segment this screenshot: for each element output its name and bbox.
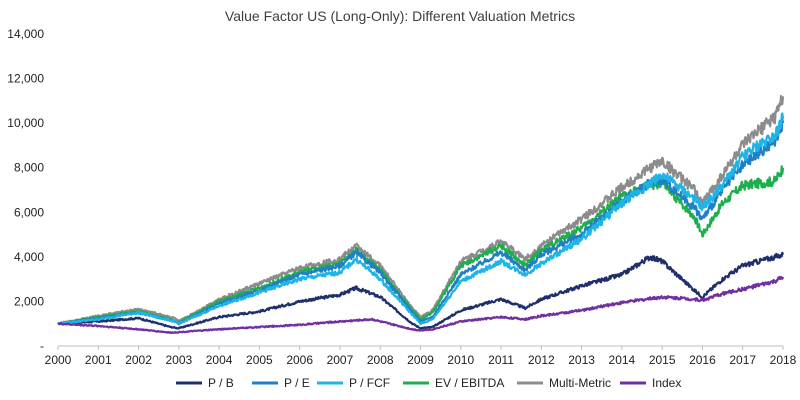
x-tick-label: 2009	[407, 353, 434, 367]
chart-title: Value Factor US (Long-Only): Different V…	[225, 8, 575, 24]
x-tick-label: 2016	[689, 353, 716, 367]
legend-label: P / FCF	[349, 376, 390, 390]
x-tick-label: 2011	[488, 353, 514, 367]
plot-area	[57, 95, 785, 334]
y-tick-label: -	[40, 339, 44, 353]
series-line-p-e	[57, 117, 785, 326]
legend-label: Multi-Metric	[549, 376, 611, 390]
y-tick-label: 4,000	[14, 250, 44, 264]
legend-label: Index	[652, 376, 681, 390]
x-tick-label: 2006	[286, 353, 313, 367]
legend-label: EV / EBITDA	[435, 376, 504, 390]
series-line-index	[57, 275, 785, 334]
x-tick-label: 2002	[125, 353, 152, 367]
x-tick-label: 2017	[729, 353, 756, 367]
x-tick-label: 2008	[367, 353, 394, 367]
y-axis: - 2,000 4,000 6,000 8,000 10,000 12,000 14,000	[7, 27, 44, 353]
y-tick-label: 6,000	[14, 205, 44, 219]
x-tick-label: 2012	[528, 353, 555, 367]
y-tick-label: 8,000	[14, 161, 44, 175]
x-axis: 2000 2001 2002 2003 2004 2005 2006 2007 2008 2009…	[45, 346, 797, 367]
x-tick-label: 2014	[609, 353, 636, 367]
x-tick-label: 2001	[85, 353, 112, 367]
y-tick-label: 10,000	[7, 116, 44, 130]
x-tick-label: 2015	[649, 353, 676, 367]
x-tick-label: 2005	[246, 353, 273, 367]
x-tick-label: 2000	[45, 353, 72, 367]
series-line-p-b	[57, 251, 785, 330]
legend-label: P / B	[208, 376, 234, 390]
y-tick-label: 12,000	[7, 72, 44, 86]
x-tick-label: 2003	[165, 353, 192, 367]
legend-label: P / E	[284, 376, 310, 390]
y-tick-label: 2,000	[14, 294, 44, 308]
legend: P / B P / E P / FCF EV / EBITDA Multi-Metric…	[176, 376, 681, 390]
series-line-multi-metric	[57, 95, 785, 325]
series-line-p-fcf	[57, 112, 785, 326]
x-tick-label: 2010	[447, 353, 474, 367]
x-tick-label: 2013	[568, 353, 595, 367]
x-tick-label: 2018	[770, 353, 797, 367]
y-tick-label: 14,000	[7, 27, 44, 41]
x-tick-label: 2007	[327, 353, 354, 367]
x-tick-label: 2004	[206, 353, 233, 367]
